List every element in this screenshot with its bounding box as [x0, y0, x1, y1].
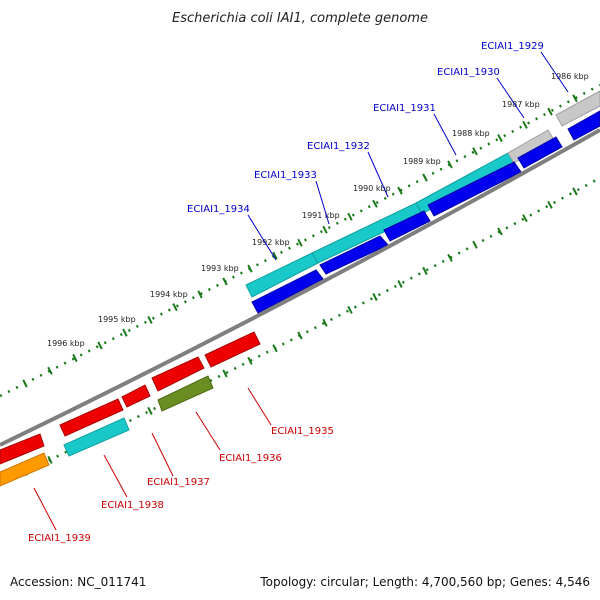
accession-text: Accession: NC_011741: [10, 575, 146, 589]
label-ECIAI1_1932[interactable]: ECIAI1_1932: [307, 141, 370, 152]
minus-strand-features: [0, 331, 261, 487]
gene-blue-3[interactable]: [383, 210, 431, 242]
outer-tick: [197, 290, 203, 299]
outer-tick: [122, 328, 128, 337]
outer-dot-track: [0, 83, 600, 398]
outer-tick: [497, 134, 503, 143]
label-ECIAI1_1930[interactable]: ECIAI1_1930: [437, 67, 500, 78]
leader-ECIAI1_1929: [540, 51, 569, 93]
inner-tick: [422, 266, 428, 275]
outer-tick: [172, 303, 178, 312]
leader-ECIAI1_1933: [315, 180, 330, 225]
kbp-labels: 1986 kbp 1987 kbp 1988 kbp 1989 kbp 1990…: [47, 72, 589, 348]
inner-tick: [497, 227, 503, 236]
gene-blue-4[interactable]: [427, 161, 522, 217]
kbp-label-1988: 1988 kbp: [452, 129, 490, 138]
outer-tick: [372, 199, 378, 208]
leader-ECIAI1_1938: [103, 454, 128, 498]
leader-ECIAI1_1930: [496, 77, 525, 119]
inner-tick: [522, 214, 528, 223]
gene-ECIAI1_1938[interactable]: [63, 417, 130, 457]
gene-ECIAI1_1936[interactable]: [157, 375, 214, 412]
inner-tick: [297, 331, 303, 340]
outer-tick: [222, 277, 228, 286]
outer-tick: [297, 238, 303, 247]
leader-ECIAI1_1939: [33, 487, 57, 531]
kbp-label-1995: 1995 kbp: [98, 315, 136, 324]
outer-tick: [72, 354, 78, 363]
kbp-label-1989: 1989 kbp: [403, 157, 441, 166]
outer-tick: [272, 251, 278, 260]
outer-tick: [22, 379, 28, 388]
outer-tick: [447, 160, 453, 169]
label-ECIAI1_1935[interactable]: ECIAI1_1935: [271, 426, 334, 437]
outer-tick: [572, 94, 578, 103]
inner-tick: [247, 356, 253, 365]
gene-red-1[interactable]: [204, 331, 261, 368]
minus-gene-labels: ECIAI1_1935 ECIAI1_1936 ECIAI1_1937 ECIA…: [28, 387, 334, 544]
kbp-label-1992: 1992 kbp: [252, 238, 290, 247]
outer-tick: [472, 147, 478, 156]
kbp-label-1990: 1990 kbp: [353, 184, 391, 193]
plus-gene-labels: ECIAI1_1929 ECIAI1_1930 ECIAI1_1931 ECIA…: [187, 41, 569, 261]
label-ECIAI1_1936[interactable]: ECIAI1_1936: [219, 453, 282, 464]
gene-ECIAI1_1939[interactable]: [0, 452, 50, 487]
inner-tick: [547, 200, 553, 209]
gene-ECIAI1_1935[interactable]: [151, 356, 205, 392]
kbp-label-1991: 1991 kbp: [302, 211, 340, 220]
label-ECIAI1_1939[interactable]: ECIAI1_1939: [28, 533, 91, 544]
label-ECIAI1_1933[interactable]: ECIAI1_1933: [254, 170, 317, 181]
inner-tick: [372, 292, 378, 301]
label-ECIAI1_1938[interactable]: ECIAI1_1938: [101, 500, 164, 511]
label-ECIAI1_1931[interactable]: ECIAI1_1931: [373, 103, 436, 114]
kbp-label-1996: 1996 kbp: [47, 339, 85, 348]
outer-tick: [97, 341, 103, 350]
plus-strand-features: [245, 90, 600, 314]
kbp-label-1986: 1986 kbp: [551, 72, 589, 81]
outer-tick: [322, 225, 328, 234]
gene-ECIAI1_1929[interactable]: [555, 90, 600, 127]
leader-ECIAI1_1932: [367, 151, 389, 198]
genome-backbone: [0, 128, 600, 447]
outer-tick: [422, 173, 428, 182]
gene-red-5[interactable]: [0, 433, 45, 465]
gene-blue-6[interactable]: [567, 110, 600, 141]
outer-tick: [522, 120, 528, 129]
inner-tick: [47, 455, 53, 464]
outer-tick: [147, 315, 153, 324]
inner-tick: [347, 305, 353, 314]
gene-blue-1[interactable]: [251, 269, 324, 314]
inner-tick: [572, 187, 578, 196]
inner-tick: [222, 369, 228, 378]
label-ECIAI1_1937[interactable]: ECIAI1_1937: [147, 477, 210, 488]
inner-tick: [322, 318, 328, 327]
inner-tick: [147, 406, 153, 415]
outer-tick: [547, 107, 553, 116]
genome-title: Escherichia coli IAI1, complete genome: [172, 11, 428, 26]
inner-tick: [472, 240, 478, 249]
kbp-label-1987: 1987 kbp: [502, 100, 540, 109]
label-ECIAI1_1934[interactable]: ECIAI1_1934: [187, 204, 250, 215]
gene-red-3[interactable]: [121, 384, 151, 408]
kbp-label-1994: 1994 kbp: [150, 290, 188, 299]
outer-tick: [347, 212, 353, 221]
leader-ECIAI1_1934: [247, 214, 277, 261]
outer-tick: [47, 366, 53, 375]
inner-tick: [397, 280, 403, 288]
outer-tick: [247, 264, 253, 273]
leader-ECIAI1_1935: [247, 387, 272, 426]
genome-summary-text: Topology: circular; Length: 4,700,560 bp…: [259, 575, 590, 589]
leader-ECIAI1_1937: [151, 432, 174, 477]
leader-ECIAI1_1936: [195, 411, 221, 451]
gene-ECIAI1_1937[interactable]: [59, 398, 124, 437]
inner-tick: [447, 253, 453, 262]
kbp-label-1993: 1993 kbp: [201, 264, 239, 273]
inner-tick: [272, 344, 278, 353]
leader-ECIAI1_1931: [433, 113, 457, 156]
label-ECIAI1_1929[interactable]: ECIAI1_1929: [481, 41, 544, 52]
gene-ECIAI1_1930[interactable]: [517, 136, 563, 169]
outer-tick: [397, 186, 403, 195]
